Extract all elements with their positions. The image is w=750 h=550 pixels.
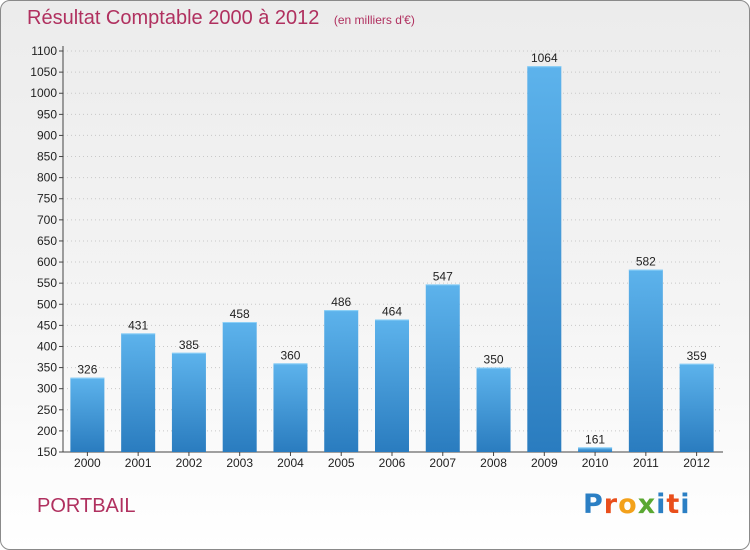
bar-value-label: 359: [687, 349, 707, 363]
bar-value-label: 385: [179, 338, 199, 352]
y-tick-label: 550: [37, 276, 57, 290]
x-tick-label: 2001: [125, 456, 152, 470]
title-main: Résultat Comptable 2000 à 2012: [27, 7, 320, 29]
x-tick-label: 2008: [480, 456, 507, 470]
y-tick-label: 1100: [31, 44, 57, 58]
commune-name: PORTBAIL: [37, 495, 136, 517]
x-tick-label: 2004: [277, 456, 304, 470]
logo-letter: o: [618, 489, 638, 520]
bar-value-label: 161: [585, 432, 605, 446]
y-tick-label: 250: [37, 403, 57, 417]
y-tick-label: 600: [37, 255, 57, 269]
title-unit: (en milliers d'€): [333, 13, 415, 27]
x-tick-label: 2010: [582, 456, 609, 470]
bar-value-label: 486: [331, 295, 351, 309]
bar: [222, 321, 257, 452]
bar: [273, 363, 308, 452]
bar: [628, 269, 663, 452]
y-tick-label: 850: [37, 150, 57, 164]
y-tick-label: 200: [37, 424, 57, 438]
x-tick-label: 2002: [176, 456, 203, 470]
y-tick-label: 750: [37, 192, 57, 206]
bar: [375, 319, 409, 452]
x-tick-label: 2005: [328, 456, 355, 470]
logo-letter: i: [680, 489, 691, 520]
bar: [121, 333, 156, 452]
y-tick-label: 400: [37, 339, 57, 353]
y-tick-label: 650: [37, 234, 57, 248]
bar: [578, 447, 613, 452]
logo-letter: i: [656, 489, 667, 520]
y-tick-label: 900: [37, 128, 57, 142]
bar-value-label: 360: [280, 348, 300, 362]
bar-value-label: 431: [128, 318, 148, 332]
x-tick-label: 2007: [429, 456, 456, 470]
x-tick-label: 2012: [683, 456, 710, 470]
logo-letter: P: [583, 489, 604, 520]
bar: [476, 367, 511, 452]
x-tick-label: 2011: [633, 456, 659, 470]
chart-title: Résultat Comptable 2000 à 2012 (en milli…: [27, 7, 415, 30]
bar-value-label: 464: [382, 304, 402, 318]
bar: [425, 284, 460, 452]
bar-value-label: 1064: [531, 51, 558, 65]
logo-letter: x: [637, 489, 657, 520]
logo-letter: r: [603, 489, 619, 520]
x-tick-label: 2000: [74, 456, 101, 470]
bar: [679, 363, 714, 452]
y-tick-label: 150: [37, 445, 57, 459]
y-tick-label: 450: [37, 318, 57, 332]
y-tick-label: 350: [37, 361, 57, 375]
y-tick-label: 800: [37, 171, 57, 185]
bar-value-label: 582: [636, 255, 656, 269]
bar: [324, 310, 359, 452]
y-tick-label: 300: [37, 382, 57, 396]
bar-value-label: 326: [77, 363, 97, 377]
x-tick-label: 2003: [226, 456, 253, 470]
logo-letter: t: [666, 489, 681, 520]
bar-value-label: 547: [433, 269, 453, 283]
y-tick-label: 950: [37, 107, 57, 121]
y-tick-label: 1000: [30, 86, 57, 100]
proxiti-logo[interactable]: Proxiti: [583, 489, 691, 520]
y-tick-label: 1050: [30, 65, 57, 79]
x-tick-label: 2006: [379, 456, 406, 470]
bar: [171, 352, 206, 452]
bar: [527, 66, 562, 452]
bar-value-label: 458: [230, 307, 250, 321]
y-tick-label: 500: [37, 297, 57, 311]
y-tick-label: 700: [37, 213, 57, 227]
x-tick-label: 2009: [531, 456, 558, 470]
bar: [70, 377, 105, 452]
bar-value-label: 350: [484, 353, 504, 367]
